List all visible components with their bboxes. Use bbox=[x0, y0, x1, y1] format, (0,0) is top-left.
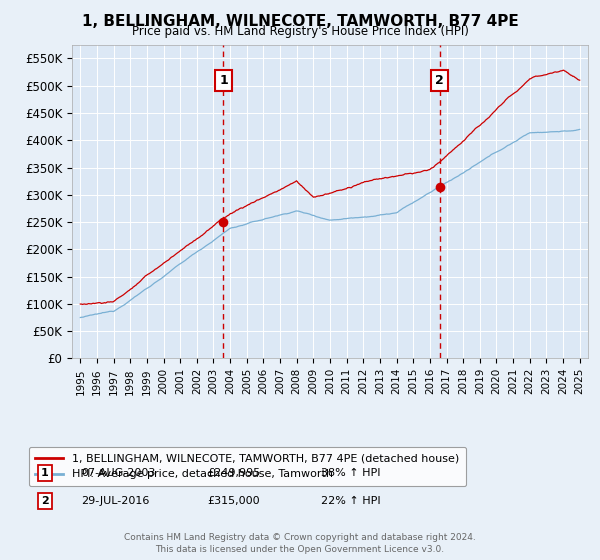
Text: 2: 2 bbox=[41, 496, 49, 506]
Text: 2: 2 bbox=[435, 74, 444, 87]
Text: £249,995: £249,995 bbox=[207, 468, 260, 478]
Text: £315,000: £315,000 bbox=[207, 496, 260, 506]
Text: 07-AUG-2003: 07-AUG-2003 bbox=[81, 468, 155, 478]
Text: 22% ↑ HPI: 22% ↑ HPI bbox=[321, 496, 380, 506]
Text: 1: 1 bbox=[41, 468, 49, 478]
Text: 1: 1 bbox=[219, 74, 228, 87]
Text: 1, BELLINGHAM, WILNECOTE, TAMWORTH, B77 4PE: 1, BELLINGHAM, WILNECOTE, TAMWORTH, B77 … bbox=[82, 14, 518, 29]
Text: Price paid vs. HM Land Registry's House Price Index (HPI): Price paid vs. HM Land Registry's House … bbox=[131, 25, 469, 38]
Legend: 1, BELLINGHAM, WILNECOTE, TAMWORTH, B77 4PE (detached house), HPI: Average price: 1, BELLINGHAM, WILNECOTE, TAMWORTH, B77 … bbox=[29, 447, 466, 486]
Text: 29-JUL-2016: 29-JUL-2016 bbox=[81, 496, 149, 506]
Text: Contains HM Land Registry data © Crown copyright and database right 2024.
This d: Contains HM Land Registry data © Crown c… bbox=[124, 533, 476, 554]
Text: 38% ↑ HPI: 38% ↑ HPI bbox=[321, 468, 380, 478]
